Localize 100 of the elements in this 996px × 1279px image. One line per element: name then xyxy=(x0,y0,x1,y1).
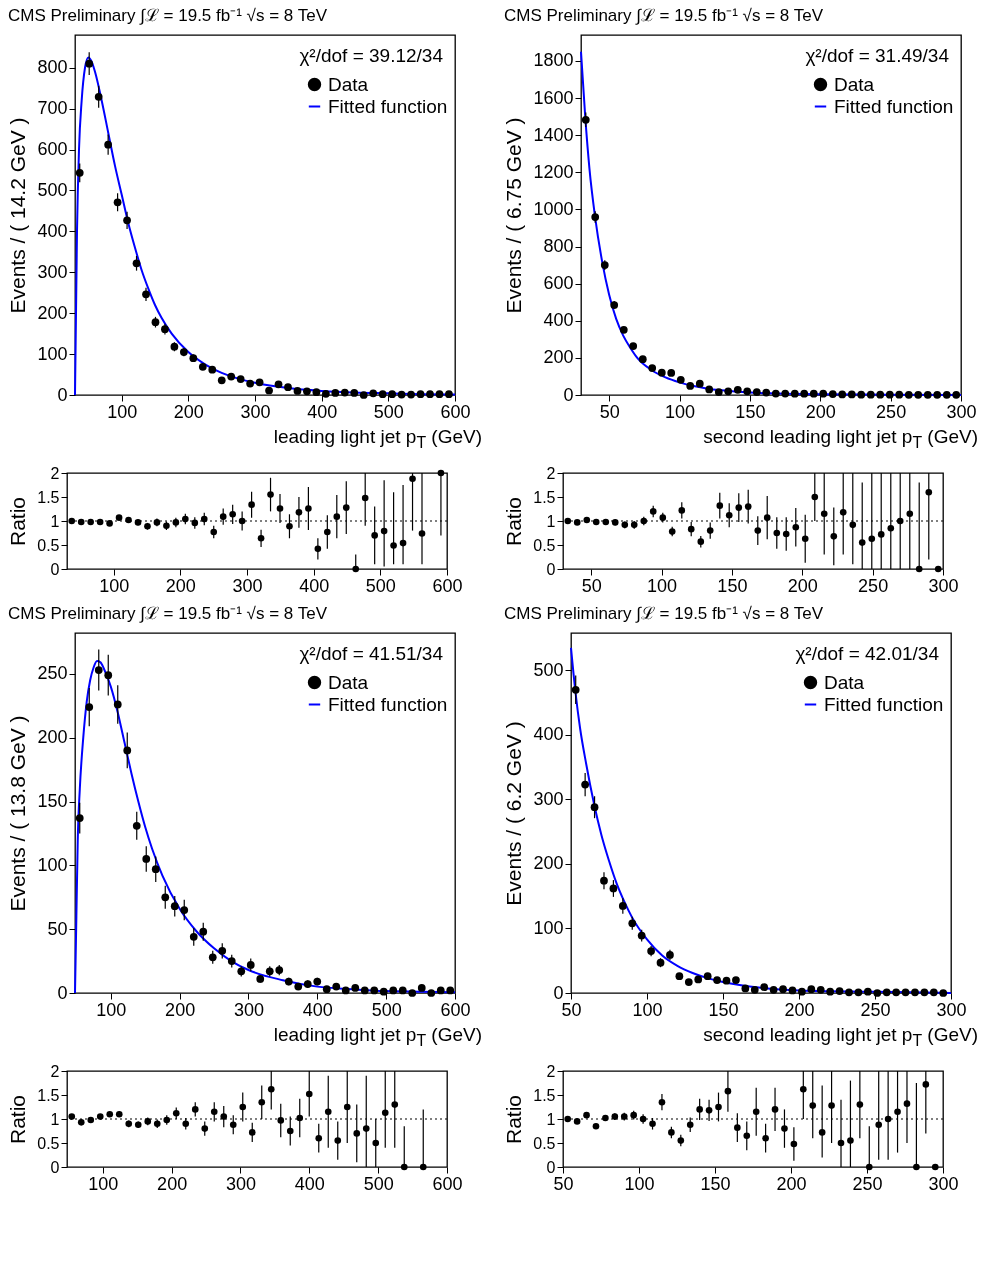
x-tick-label: 600 xyxy=(432,575,463,596)
x-axis-title: second leading light jet p$_{T}$ (GeV) xyxy=(702,1023,979,1051)
x-tick-label: 200 xyxy=(165,575,196,596)
y-tick-label: 2 xyxy=(50,464,60,482)
y-axis-title: Ratio xyxy=(6,1094,30,1144)
y-tick-label: 200 xyxy=(37,726,68,747)
legend-label: Data xyxy=(834,73,875,95)
x-tick-label: 100 xyxy=(647,575,678,596)
x-tick-label: 100 xyxy=(88,1173,119,1194)
y-axis-title: Ratio xyxy=(6,496,30,546)
x-tick-label: 50 xyxy=(599,401,620,422)
y-tick-label: 1.5 xyxy=(533,1086,556,1104)
x-tick-label: 200 xyxy=(787,575,818,596)
y-tick-label: 1.5 xyxy=(533,488,556,506)
y-tick-label: 2 xyxy=(50,1062,60,1080)
y-tick-label: 0 xyxy=(546,560,556,578)
y-tick-label: 100 xyxy=(37,343,68,364)
x-tick-label: 50 xyxy=(581,575,602,596)
y-tick-label: 700 xyxy=(37,98,68,119)
y-tick-label: 0 xyxy=(50,560,60,578)
y-tick-label: 1800 xyxy=(533,50,574,71)
y-tick-label: 0.5 xyxy=(533,536,556,554)
x-tick-label: 600 xyxy=(440,401,471,422)
y-tick-label: 400 xyxy=(533,724,564,745)
x-tick-label: 300 xyxy=(928,1173,959,1194)
y-tick-label: 1200 xyxy=(533,161,574,182)
y-tick-label: 1400 xyxy=(533,124,574,145)
x-tick-label: 150 xyxy=(717,575,748,596)
x-tick-label: 300 xyxy=(233,999,264,1020)
y-tick-label: 600 xyxy=(37,139,68,160)
y-tick-label: 0.5 xyxy=(37,536,60,554)
x-axis-title: leading light jet p$_{T}$ (GeV) xyxy=(272,426,483,453)
y-tick-label: 800 xyxy=(543,236,574,257)
chart-title: CMS Preliminary ∫ℒ = 19.5 fb⁻¹ √s = 8 TeV xyxy=(503,6,824,25)
y-axis-title: Events / ( 6.2 GeV ) xyxy=(502,721,526,906)
y-tick-label: 2 xyxy=(546,1062,556,1080)
x-tick-label: 500 xyxy=(363,1173,394,1194)
y-tick-label: 100 xyxy=(533,917,564,938)
y-tick-label: 500 xyxy=(37,179,68,200)
y-axis-title: Events / ( 13.8 GeV ) xyxy=(6,715,30,912)
x-tick-label: 100 xyxy=(624,1173,655,1194)
y-tick-label: 400 xyxy=(543,310,574,331)
x-tick-label: 300 xyxy=(946,401,977,422)
x-tick-label: 200 xyxy=(776,1173,807,1194)
chart-title: CMS Preliminary ∫ℒ = 19.5 fb⁻¹ √s = 8 TeV xyxy=(7,6,328,25)
x-tick-label: 300 xyxy=(232,575,263,596)
y-axis-title: Events / ( 14.2 GeV ) xyxy=(6,117,30,314)
y-tick-label: 600 xyxy=(543,273,574,294)
x-tick-label: 300 xyxy=(928,575,959,596)
y-tick-label: 200 xyxy=(533,853,564,874)
x-tick-label: 250 xyxy=(876,401,907,422)
x-tick-label: 150 xyxy=(708,999,739,1020)
x-tick-label: 200 xyxy=(173,401,204,422)
x-tick-label: 200 xyxy=(165,999,196,1020)
legend-label: Fitted function xyxy=(824,693,944,715)
y-tick-label: 0 xyxy=(57,384,68,405)
x-tick-label: 250 xyxy=(852,1173,883,1194)
y-tick-label: 200 xyxy=(543,347,574,368)
x-tick-label: 200 xyxy=(805,401,836,422)
x-tick-label: 400 xyxy=(307,401,338,422)
x-tick-label: 500 xyxy=(371,999,402,1020)
legend-label: Data xyxy=(328,671,369,693)
chart-title: CMS Preliminary ∫ℒ = 19.5 fb⁻¹ √s = 8 TeV xyxy=(503,603,824,623)
legend-label: Fitted function xyxy=(328,693,448,715)
x-tick-label: 100 xyxy=(96,999,127,1020)
y-tick-label: 250 xyxy=(37,663,68,684)
y-tick-label: 800 xyxy=(37,57,68,78)
y-axis-title: Ratio xyxy=(502,1094,526,1144)
y-tick-label: 300 xyxy=(37,261,68,282)
annotation: χ²/dof = 39.12/34 xyxy=(299,45,444,66)
y-tick-label: 0 xyxy=(563,384,574,405)
y-tick-label: 1.5 xyxy=(37,488,60,506)
x-tick-label: 150 xyxy=(735,401,766,422)
x-tick-label: 400 xyxy=(302,999,333,1020)
legend-label: Data xyxy=(824,671,865,693)
annotation: χ²/dof = 41.51/34 xyxy=(299,642,444,664)
y-tick-label: 150 xyxy=(37,790,68,811)
y-tick-label: 0 xyxy=(50,1158,60,1176)
y-tick-label: 50 xyxy=(47,918,68,939)
x-tick-label: 200 xyxy=(784,999,815,1020)
legend-label: Fitted function xyxy=(328,95,448,117)
x-tick-label: 300 xyxy=(240,401,271,422)
y-tick-label: 0 xyxy=(57,982,68,1003)
y-tick-label: 0 xyxy=(546,1158,556,1176)
chart-title: CMS Preliminary ∫ℒ = 19.5 fb⁻¹ √s = 8 TeV xyxy=(7,603,328,623)
y-tick-label: 1 xyxy=(546,1110,556,1128)
y-tick-label: 0 xyxy=(553,982,564,1003)
y-axis-title: Ratio xyxy=(502,496,526,546)
x-tick-label: 100 xyxy=(107,401,138,422)
y-tick-label: 100 xyxy=(37,854,68,875)
y-tick-label: 2 xyxy=(546,464,556,482)
x-tick-label: 100 xyxy=(632,999,663,1020)
x-axis-title: leading light jet p$_{T}$ (GeV) xyxy=(272,1023,483,1051)
x-tick-label: 250 xyxy=(858,575,889,596)
x-tick-label: 100 xyxy=(665,401,696,422)
x-tick-label: 150 xyxy=(700,1173,731,1194)
y-tick-label: 1600 xyxy=(533,87,574,108)
x-tick-label: 300 xyxy=(225,1173,256,1194)
y-tick-label: 0.5 xyxy=(533,1134,556,1152)
annotation: χ²/dof = 42.01/34 xyxy=(795,642,940,664)
